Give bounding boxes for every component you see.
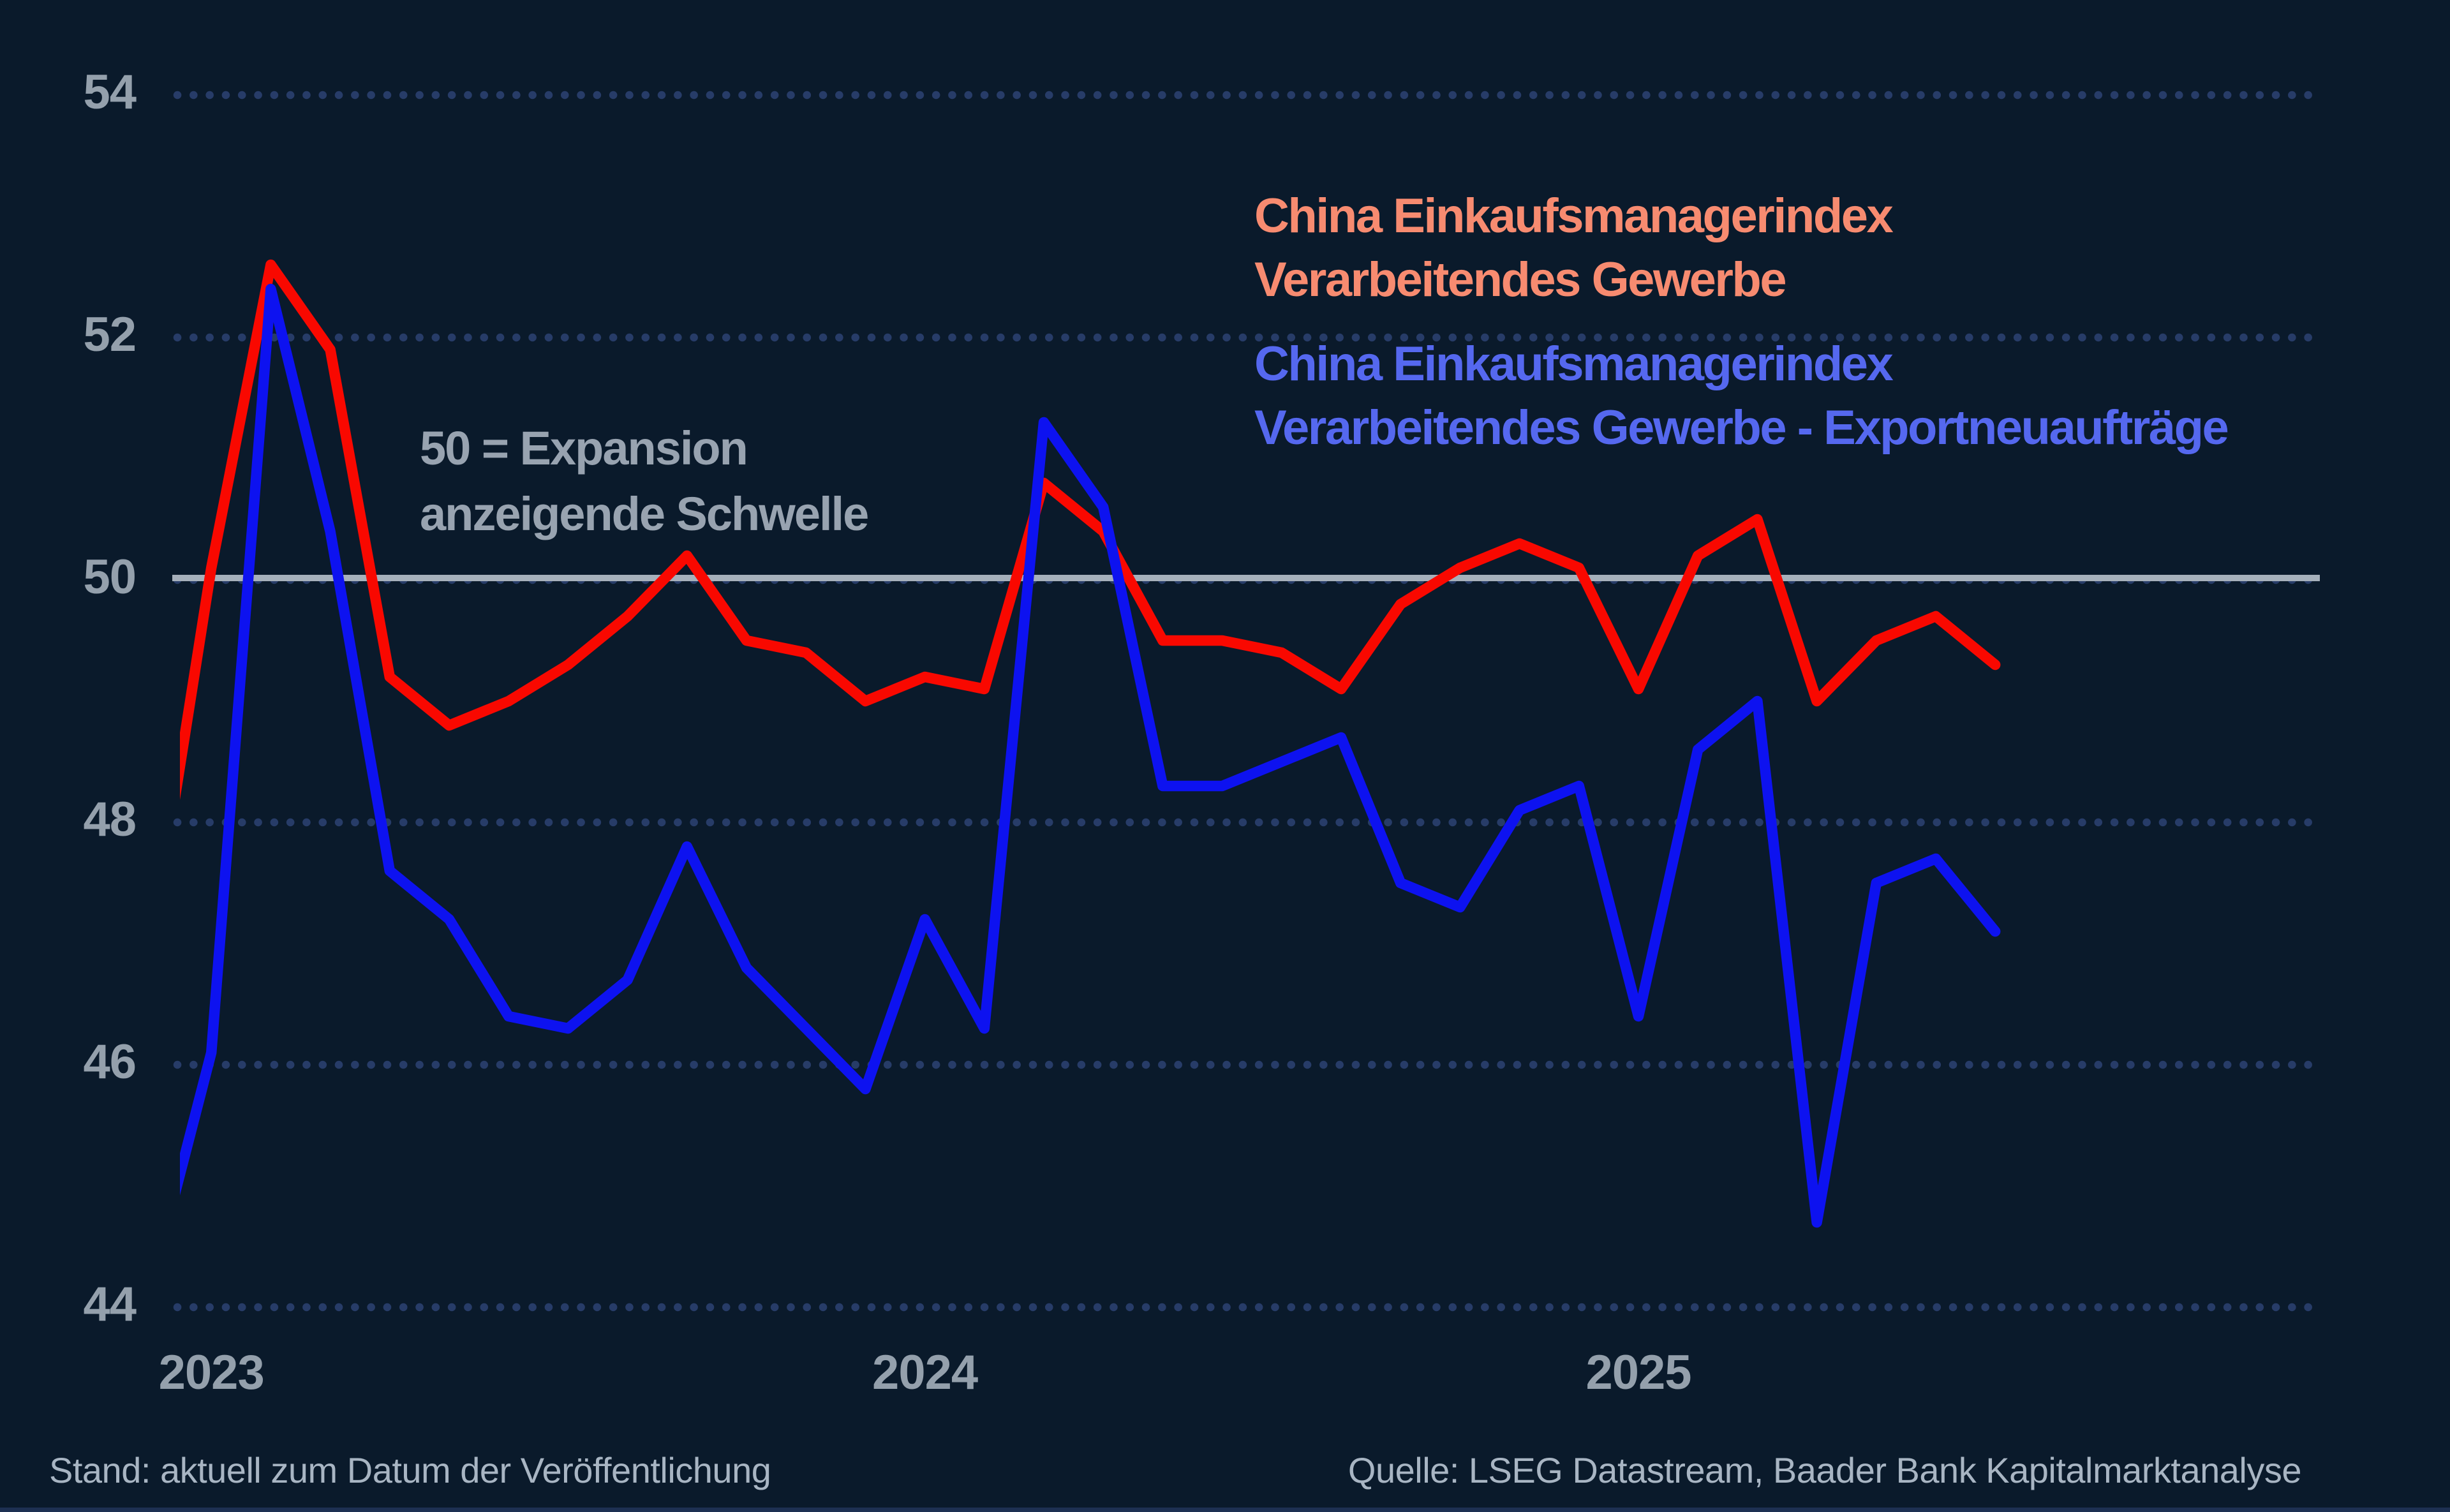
legend-series-2-line-2: Verarbeitendes Gewerbe - Exportneuaufträ… (1254, 401, 2229, 455)
y-tick-label-50: 50 (83, 550, 137, 604)
x-tick-label-2023: 2023 (158, 1345, 265, 1400)
legend-series-1-line-1: China Einkaufsmanagerindex (1254, 189, 1894, 243)
legend-series-manufacturing: China Einkaufsmanagerindex Verarbeitende… (1254, 184, 1894, 312)
y-tick-label-54: 54 (83, 65, 137, 119)
x-tick-label-2025: 2025 (1585, 1345, 1691, 1400)
y-tick-label-48: 48 (83, 792, 137, 847)
y-tick-label-52: 52 (83, 308, 137, 362)
threshold-annotation-line-2: anzeigende Schwelle (420, 487, 869, 540)
threshold-annotation: 50 = Expansion anzeigende Schwelle (420, 415, 869, 547)
legend-series-2-line-1: China Einkaufsmanagerindex (1254, 337, 1894, 391)
bottom-edge-bar (0, 1508, 2450, 1512)
status-note: Stand: aktuell zum Datum der Veröffentli… (49, 1450, 771, 1490)
series-line-1 (180, 259, 2001, 800)
series-line-2 (180, 283, 2001, 1228)
legend-series-1-line-2: Verarbeitendes Gewerbe (1254, 253, 1787, 307)
source-note: Quelle: LSEG Datastream, Baader Bank Kap… (1348, 1450, 2302, 1490)
threshold-annotation-line-1: 50 = Expansion (420, 422, 748, 475)
legend-series-export-orders: China Einkaufsmanagerindex Verarbeitende… (1254, 332, 2229, 460)
y-tick-label-44: 44 (83, 1277, 137, 1331)
y-tick-label-46: 46 (83, 1035, 137, 1089)
x-tick-label-2024: 2024 (872, 1345, 978, 1400)
